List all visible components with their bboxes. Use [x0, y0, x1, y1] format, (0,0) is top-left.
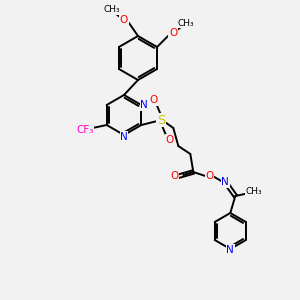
Text: N: N [120, 132, 128, 142]
Text: O: O [170, 171, 178, 181]
Text: CF₃: CF₃ [76, 125, 93, 135]
Text: S: S [157, 113, 166, 127]
Text: N: N [221, 177, 229, 187]
Text: N: N [140, 100, 148, 110]
Text: O: O [149, 95, 158, 105]
Text: O: O [205, 171, 213, 181]
Text: O: O [169, 28, 177, 38]
Text: N: N [226, 245, 234, 255]
Text: O: O [165, 135, 173, 145]
Text: CH₃: CH₃ [245, 188, 262, 196]
Text: O: O [120, 15, 128, 25]
Text: CH₃: CH₃ [104, 5, 120, 14]
Text: CH₃: CH₃ [178, 19, 194, 28]
